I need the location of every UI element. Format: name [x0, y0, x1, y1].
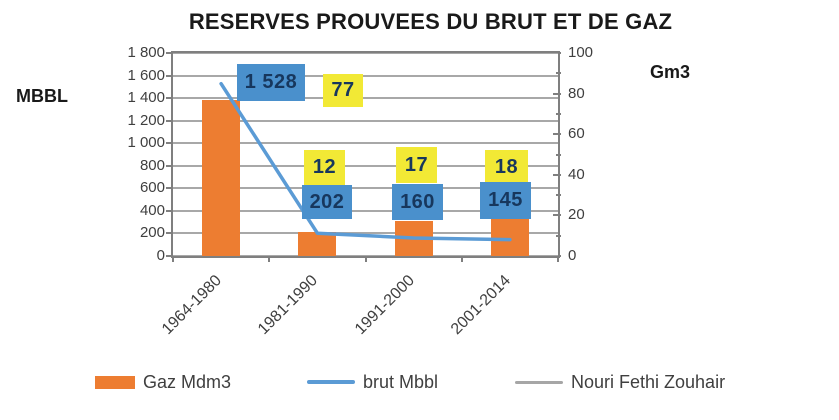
x-axis-category-label: 1981-1990 — [255, 272, 322, 339]
legend-item-gaz: Gaz Mdm3 — [95, 369, 231, 395]
gaz-bar-swatch-icon — [95, 375, 135, 389]
data-label-gaz-mdm3: 18 — [485, 150, 528, 184]
left-axis-tickmark — [166, 164, 173, 167]
left-axis-tickmark — [166, 232, 173, 235]
left-axis-tick-label: 600 — [139, 179, 165, 197]
gridline — [173, 232, 558, 235]
left-axis-tickmark — [166, 52, 173, 54]
bar-gaz-1964-1980 — [202, 99, 241, 256]
x-axis-tickmark — [557, 256, 559, 262]
data-label-gaz-mdm3: 17 — [396, 147, 437, 183]
right-axis-tick-label: 40 — [568, 165, 585, 183]
data-label-brut-mbbl: 1 528 — [237, 64, 305, 101]
left-axis-tickmark — [166, 142, 173, 145]
left-axis-tick-label: 1 800 — [127, 44, 165, 61]
right-axis-tick-label: 0 — [568, 247, 577, 264]
left-axis-unit-label: MBBL — [16, 86, 68, 106]
right-axis-major-tickmark — [553, 173, 561, 176]
left-axis-tickmark — [166, 255, 173, 257]
left-axis-tickmark — [166, 119, 173, 122]
author-line-swatch-icon — [515, 380, 563, 384]
legend: Gaz Mdm3 brut Mbbl Nouri Fethi Zouhair — [0, 369, 839, 395]
gridline — [173, 97, 558, 100]
left-axis-tick-label: 1 000 — [127, 134, 165, 152]
data-label-gaz-mdm3: 77 — [323, 74, 363, 107]
gridline — [173, 187, 558, 190]
left-axis-tick-label: 1 200 — [127, 111, 165, 129]
left-axis-tickmark — [166, 209, 173, 212]
left-axis-tickmark — [166, 97, 173, 100]
left-axis-tick-label: 400 — [139, 201, 165, 219]
right-axis-unit-label: Gm3 — [650, 62, 691, 82]
x-axis-tickmark — [364, 256, 367, 262]
left-axis-tick-label: 800 — [139, 156, 165, 174]
right-axis-tick-label: 20 — [568, 206, 585, 224]
gridline — [173, 119, 558, 122]
brut-line-swatch-icon — [307, 380, 355, 384]
right-axis-major-tickmark — [553, 92, 561, 95]
x-axis-category-label: 2001-2014 — [447, 272, 514, 339]
chart-title: RESERVES PROUVEES DU BRUT ET DE GAZ — [188, 9, 673, 34]
right-axis-major-tickmark — [553, 133, 561, 136]
x-axis-category-label: 1991-2000 — [351, 272, 418, 339]
bar-gaz-1981-1990 — [298, 231, 337, 256]
data-label-brut-mbbl: 160 — [392, 184, 443, 220]
right-axis-tick-label: 100 — [568, 44, 594, 61]
x-axis-tickmark — [172, 256, 174, 262]
left-axis-tickmark — [166, 187, 173, 190]
right-axis-major-tickmark — [553, 214, 561, 217]
right-axis-tick-label: 60 — [568, 125, 585, 143]
data-label-gaz-mdm3: 12 — [304, 150, 345, 185]
right-axis-tick-label: 80 — [568, 84, 585, 102]
legend-item-author: Nouri Fethi Zouhair — [515, 369, 725, 395]
legend-label-brut: brut Mbbl — [363, 371, 439, 392]
gridline — [173, 52, 558, 54]
gridline — [173, 209, 558, 212]
left-axis-tick-label: 1 600 — [127, 66, 165, 84]
legend-label-gaz: Gaz Mdm3 — [143, 371, 232, 392]
gridline — [173, 142, 558, 145]
x-axis-tickmark — [460, 256, 463, 262]
left-axis-tick-label: 0 — [156, 247, 165, 264]
x-axis-category-label: 1964-1980 — [159, 272, 226, 339]
line-series-brut — [219, 81, 512, 242]
gridline — [173, 164, 558, 167]
data-label-brut-mbbl: 202 — [302, 185, 352, 219]
gridline — [173, 74, 558, 77]
legend-item-brut: brut Mbbl — [307, 369, 438, 395]
x-axis-tickmark — [268, 256, 271, 262]
left-axis-tickmark — [166, 74, 173, 77]
brut-line-path — [219, 81, 512, 242]
legend-label-author: Nouri Fethi Zouhair — [571, 371, 726, 392]
left-axis-tick-label: 1 400 — [127, 89, 165, 107]
left-axis-tick-label: 200 — [139, 224, 165, 242]
data-label-brut-mbbl: 145 — [480, 182, 531, 219]
